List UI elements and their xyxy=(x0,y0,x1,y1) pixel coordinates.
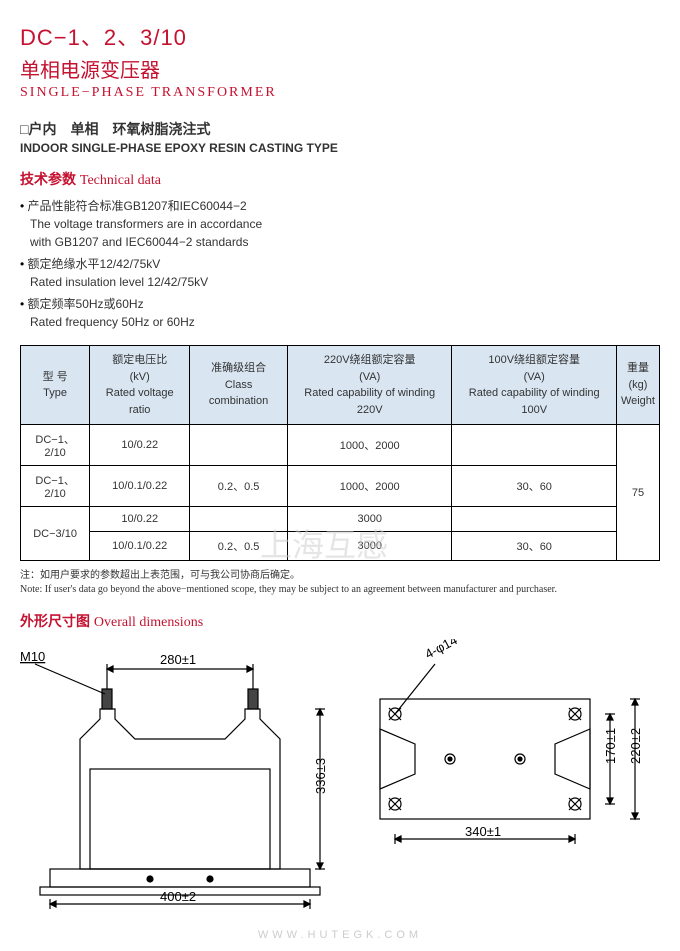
dim-4phi14: 4-φ14 xyxy=(422,639,459,662)
table-note: 注：如用户要求的参数超出上表范围，可与我公司协商后确定。Note: If use… xyxy=(20,569,660,597)
table-row: 10/0.1/0.220.2、0.5300030、60 xyxy=(21,532,660,561)
table-row: DC−1、2/1010/0.221000、2000 75 xyxy=(21,425,660,466)
th-100v: 100V绕组额定容量(VA)Rated capability of windin… xyxy=(452,346,616,425)
dimensions-heading: 外形尺寸图 Overall dimensions xyxy=(20,611,660,631)
dim-400: 400±2 xyxy=(160,889,196,904)
th-220v: 220V绕组额定容量(VA)Rated capability of windin… xyxy=(287,346,451,425)
top-view-drawing: 4-φ14 170±1 220±2 340±1 xyxy=(360,639,660,859)
model-number: DC−1、2、3/10 xyxy=(20,20,660,52)
front-view-drawing: M10 280±1 336±3 400±2 xyxy=(20,639,340,909)
table-row: DC−3/1010/0.223000 xyxy=(21,507,660,532)
th-type: 型 号Type xyxy=(21,346,90,425)
dim-m10: M10 xyxy=(20,649,45,664)
dim-336: 336±3 xyxy=(313,758,328,794)
dimension-diagrams: M10 280±1 336±3 400±2 4-φ14 170±1 220±2 … xyxy=(20,639,660,909)
table-row: DC−1、2/1010/0.1/0.220.2、0.51000、200030、6… xyxy=(21,466,660,507)
bullet-1: 产品性能符合标准GB1207和IEC60044−2 The voltage tr… xyxy=(20,197,660,251)
techdata-list: 产品性能符合标准GB1207和IEC60044−2 The voltage tr… xyxy=(20,197,660,331)
dim-340: 340±1 xyxy=(465,824,501,839)
th-ratio: 额定电压比(kV)Rated voltage ratio xyxy=(90,346,190,425)
dim-220: 220±2 xyxy=(628,728,643,764)
title-english: SINGLE−PHASE TRANSFORMER xyxy=(20,85,660,101)
spec-table: 型 号Type 额定电压比(kV)Rated voltage ratio 准确级… xyxy=(20,345,660,561)
bullet-3: 额定频率50Hz或60Hz Rated frequency 50Hz or 60… xyxy=(20,295,660,331)
footer-url: WWW.HUTEGK.COM xyxy=(20,929,660,941)
subtype-english: INDOOR SINGLE-PHASE EPOXY RESIN CASTING … xyxy=(20,141,660,155)
techdata-heading: 技术参数 Technical data xyxy=(20,169,660,189)
th-class: 准确级组合Class combination xyxy=(190,346,288,425)
th-weight: 重量(kg)Weight xyxy=(616,346,659,425)
title-chinese: 单相电源变压器 xyxy=(20,54,660,83)
subtype-chinese: □户内 单相 环氧树脂浇注式 xyxy=(20,119,660,139)
bullet-2: 额定绝缘水平12/42/75kV Rated insulation level … xyxy=(20,255,660,291)
dim-280: 280±1 xyxy=(160,652,196,667)
dim-170: 170±1 xyxy=(603,728,618,764)
